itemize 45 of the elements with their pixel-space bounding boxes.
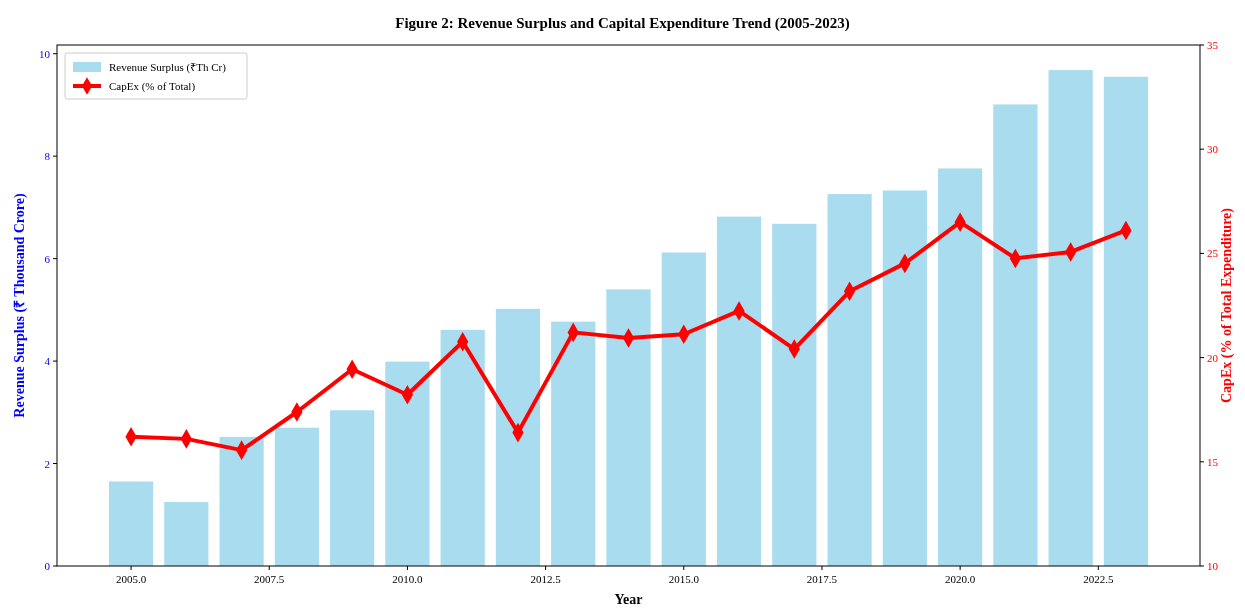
y-axis-title: Revenue Surplus (₹ Thousand Crore) <box>12 193 28 418</box>
y-tick-label: 4 <box>44 355 51 368</box>
bar <box>385 361 430 566</box>
y2-tick-label: 25 <box>1207 247 1219 260</box>
bar <box>330 410 375 566</box>
y2-tick-label: 35 <box>1207 39 1219 51</box>
bar <box>219 436 264 566</box>
bar <box>1103 76 1149 566</box>
y-tick-label: 0 <box>44 560 51 572</box>
y2-tick-label: 15 <box>1207 455 1219 468</box>
bar <box>606 289 651 566</box>
bar <box>827 194 872 566</box>
y-tick-label: 6 <box>44 252 51 265</box>
x-axis-title: Year <box>614 592 643 607</box>
legend-label: Revenue Surplus (₹Th Cr) <box>109 61 227 74</box>
x-tick-label: 2010.0 <box>392 573 424 585</box>
bar <box>993 104 1038 566</box>
x-tick-label: 2017.5 <box>806 573 838 585</box>
bar <box>551 321 596 566</box>
y2-tick-label: 10 <box>1207 560 1219 572</box>
bar <box>716 216 762 566</box>
x-tick-label: 2015.0 <box>668 573 700 585</box>
x-tick-label: 2020.0 <box>945 573 976 585</box>
legend-label: CapEx (% of Total) <box>109 80 196 93</box>
x-tick-label: 2022.5 <box>1083 573 1114 585</box>
bar <box>938 168 983 566</box>
y-tick-label: 8 <box>44 150 51 163</box>
y2-tick-label: 20 <box>1207 351 1219 364</box>
bar <box>1048 70 1093 566</box>
bar <box>440 329 485 566</box>
y2-axis-title: CapEx (% of Total Expenditure) <box>1219 207 1235 403</box>
x-tick-label: 2007.5 <box>254 573 285 585</box>
bar <box>772 223 817 566</box>
y-tick-label: 2 <box>44 457 50 470</box>
y2-tick-label: 30 <box>1207 143 1219 156</box>
bar <box>661 252 706 566</box>
chart-title: Figure 2: Revenue Surplus and Capital Expenditure Trend (2005-2023) <box>395 15 850 32</box>
x-tick-label: 2005.0 <box>115 573 147 585</box>
bar <box>495 308 541 566</box>
x-tick-label: 2012.5 <box>530 573 562 585</box>
y-tick-label: 10 <box>39 47 51 60</box>
bar <box>882 190 927 566</box>
bar <box>164 501 209 566</box>
bar <box>108 481 154 566</box>
bar <box>274 427 319 566</box>
